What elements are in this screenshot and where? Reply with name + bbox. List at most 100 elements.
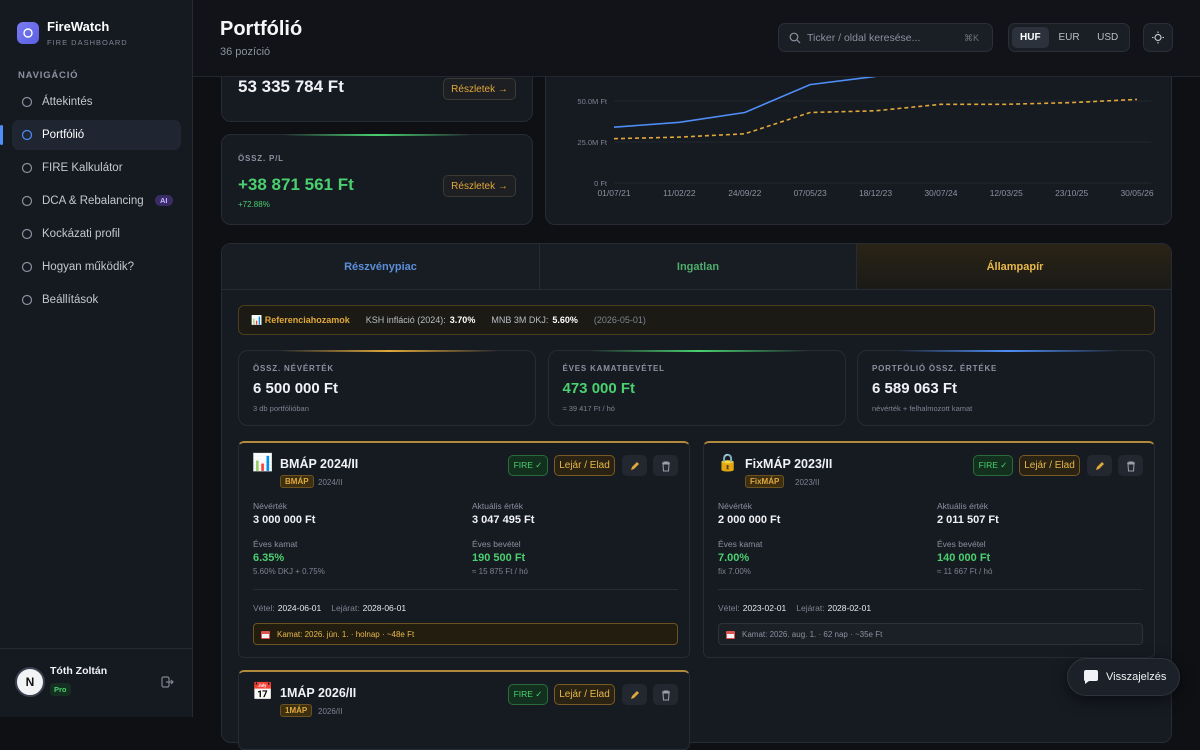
reference-label: MNB 3M DKJ:: [491, 315, 549, 325]
icon-shape: [21, 96, 33, 108]
nav-item[interactable]: FIRE Kalkulátor: [12, 153, 181, 183]
field-label: Aktuális érték: [472, 501, 524, 511]
date-label: Lejárat:: [796, 603, 825, 613]
nav-icon: [21, 96, 33, 108]
calendar-icon: [261, 630, 270, 639]
notice-text: Kamat: 2026. aug. 1. · 62 nap · ~35e Ft: [742, 629, 883, 639]
nav-item[interactable]: Hogyan működik?: [12, 252, 181, 282]
date-row: Vétel: 2024-06-01 Lejárat: 2028-06-01: [253, 603, 406, 613]
search-box[interactable]: Ticker / oldal keresése... ⌘K: [778, 23, 993, 52]
field-label: Éves bevétel: [472, 539, 521, 549]
edit-button[interactable]: [622, 684, 647, 705]
reference-bar: 📊 Referenciahozamok KSH infláció (2024):…: [238, 305, 1155, 335]
delete-button[interactable]: [1118, 455, 1143, 476]
field-value: 6.35%: [253, 552, 285, 564]
edit-button[interactable]: [1087, 455, 1112, 476]
field-value: 7.00%: [718, 552, 750, 564]
stat-card: PORTFÓLIÓ ÖSSZ. ÉRTÉKE 6 589 063 Ft névért…: [857, 350, 1155, 426]
sell-button[interactable]: Lejár / Elad: [554, 684, 615, 705]
tab[interactable]: Ingatlan: [539, 244, 856, 289]
field-label: Éves kamat: [253, 539, 298, 549]
stat-label: PORTFÓLIÓ ÖSSZ. ÉRTÉKE: [872, 364, 998, 373]
stat-value: 6 500 000 Ft: [253, 380, 339, 397]
feedback-button[interactable]: Visszajelzés: [1067, 658, 1180, 696]
stat-label: ÖSSZ. NÉVÉRTÉK: [253, 364, 334, 373]
field-note: fix 7.00%: [718, 567, 751, 576]
x-tick-label: 01/07/21: [597, 188, 630, 198]
delete-button[interactable]: [653, 455, 678, 476]
fire-button[interactable]: FIRE ✓: [508, 455, 548, 476]
fire-button[interactable]: FIRE ✓: [973, 455, 1013, 476]
date-item: Lejárat: 2028-06-01: [331, 603, 406, 613]
card-accent: [279, 350, 499, 352]
field-value: 3 047 495 Ft: [472, 514, 535, 526]
logout-button[interactable]: [160, 675, 174, 689]
nav-item[interactable]: Áttekintés: [12, 87, 181, 117]
calendar-icon: [726, 630, 735, 639]
nav-item[interactable]: Beállítások: [12, 285, 181, 315]
details-button[interactable]: Részletek →: [443, 78, 516, 100]
divider: [718, 589, 1143, 590]
sell-button[interactable]: Lejár / Elad: [1019, 455, 1080, 476]
nav-item[interactable]: Portfólió: [12, 120, 181, 150]
avatar[interactable]: N: [15, 667, 45, 697]
nav-badge: AI: [155, 195, 173, 206]
summary-label: ÖSSZ. P/L: [238, 154, 284, 163]
date-item: Vétel: 2023-02-01: [718, 603, 786, 613]
x-tick-label: 11/02/22: [663, 188, 696, 198]
delete-icon: [661, 690, 670, 700]
currency-option[interactable]: HUF: [1012, 27, 1049, 48]
logo-icon: [23, 28, 33, 38]
date-value: 2024-06-01: [277, 603, 322, 613]
field-value: 2 000 000 Ft: [718, 514, 781, 526]
icon-shape: [630, 461, 639, 470]
bond-icon: 🔒: [717, 453, 739, 472]
icon-shape: [661, 461, 670, 471]
brand-name: FireWatch: [47, 19, 110, 34]
fire-button[interactable]: FIRE ✓: [508, 684, 548, 705]
x-tick-label: 07/05/23: [794, 188, 827, 198]
theme-icon: [1152, 31, 1164, 44]
nav-item[interactable]: Kockázati profil: [12, 219, 181, 249]
icon-shape: [21, 129, 33, 141]
bond-tag: 1MÁP: [280, 704, 313, 717]
date-value: 2028-06-01: [362, 603, 407, 613]
sell-button[interactable]: Lejár / Elad: [554, 455, 615, 476]
tab[interactable]: Állampapír: [856, 244, 1171, 289]
field-value: 140 000 Ft: [937, 552, 991, 564]
header: Portfólió 36 pozíció Ticker / oldal kere…: [193, 0, 1200, 77]
stat-value: 6 589 063 Ft: [872, 380, 958, 397]
stat-card: ÉVES KAMATBEVÉTEL 473 000 Ft ≈ 39 417 Ft /…: [547, 350, 846, 426]
brand-logo: [17, 22, 39, 44]
date-value: 2023-02-01: [742, 603, 787, 613]
delete-button[interactable]: [653, 684, 678, 705]
reference-item: KSH infláció (2024): 3.70%: [366, 315, 476, 325]
interest-notice: Kamat: 2026. aug. 1. · 62 nap · ~35e Ft: [718, 623, 1143, 645]
summary-card: ÖSSZ. P/L +38 871 561 Ft +72.88% Részlet…: [221, 134, 533, 225]
currency-option[interactable]: EUR: [1058, 32, 1080, 43]
nav-item[interactable]: DCA & Rebalancing AI: [12, 186, 181, 216]
x-tick-label: 23/10/25: [1055, 188, 1088, 198]
edit-button[interactable]: [622, 455, 647, 476]
nav-label: Áttekintés: [42, 96, 93, 108]
currency-option[interactable]: USD: [1097, 32, 1119, 43]
series-line: [613, 75, 876, 128]
delete-icon: [1126, 461, 1135, 471]
icon-shape: [21, 294, 33, 306]
icon-shape: [21, 228, 33, 240]
theme-toggle[interactable]: [1143, 23, 1173, 52]
icon-shape: [661, 690, 670, 700]
search-icon: [789, 32, 801, 44]
icon-shape: [21, 195, 33, 207]
bond-name: FixMÁP 2023/II: [745, 457, 833, 471]
nav-label: Beállítások: [42, 294, 99, 306]
icon-shape: [630, 690, 639, 699]
tab[interactable]: Részvénypiac: [222, 244, 539, 289]
date-label: Vétel:: [253, 603, 275, 613]
card-accent: [898, 350, 1118, 352]
details-button[interactable]: Részletek →: [443, 175, 516, 197]
icon-shape: [727, 633, 734, 638]
bond-series: 2024/II: [318, 478, 343, 487]
bond-icon: 📊: [252, 453, 274, 472]
page-subtitle: 36 pozíció: [220, 46, 271, 58]
